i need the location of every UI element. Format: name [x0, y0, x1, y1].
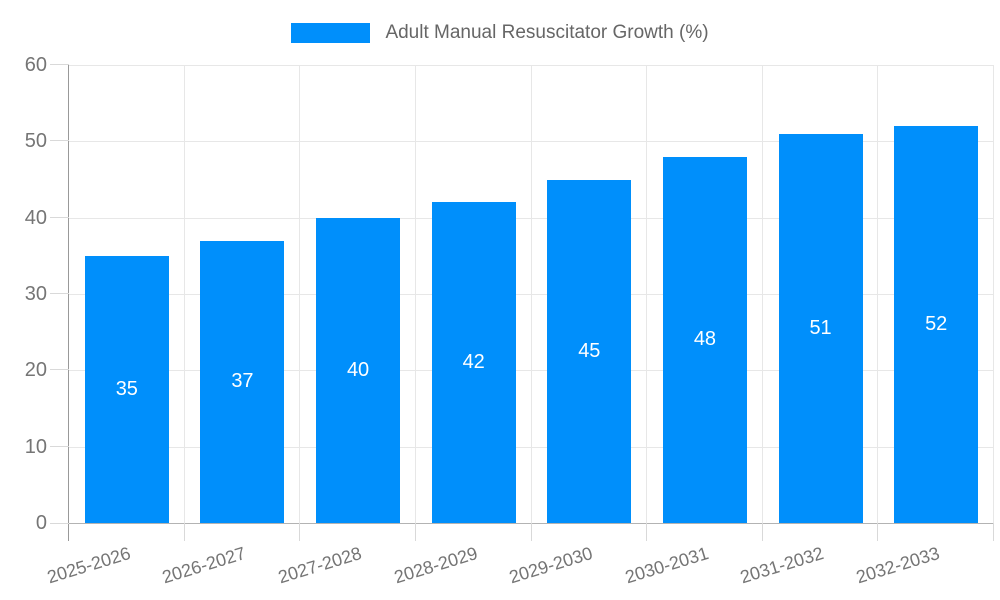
gridline-vertical — [299, 65, 301, 523]
legend-label: Adult Manual Resuscitator Growth (%) — [385, 22, 709, 43]
gridline-vertical — [993, 65, 994, 523]
legend-swatch — [291, 23, 371, 43]
bar-value-label: 35 — [115, 377, 138, 400]
gridline-horizontal — [69, 446, 994, 448]
bar-2027-2028[interactable]: 40 — [316, 217, 401, 523]
bar-2028-2029[interactable]: 42 — [431, 202, 516, 523]
x-tick-label: 2029-2030 — [506, 543, 596, 588]
gridline-horizontal — [69, 370, 994, 372]
y-tick-mark — [50, 216, 69, 218]
x-tick-label: 2030-2031 — [622, 543, 711, 588]
x-tick-label: 2027-2028 — [275, 543, 364, 588]
y-tick-label: 60 — [24, 54, 47, 76]
x-tick-label: 2026-2027 — [160, 543, 249, 588]
gridline-horizontal — [69, 141, 994, 143]
y-tick-mark — [50, 523, 69, 524]
y-tick-mark — [50, 293, 69, 294]
y-tick-mark — [50, 369, 69, 371]
gridline-horizontal — [69, 217, 994, 219]
gridline-horizontal — [69, 294, 994, 295]
gridline-vertical — [646, 65, 648, 523]
y-tick-label: 40 — [24, 206, 47, 229]
gridline-vertical — [414, 65, 416, 523]
x-tick-mark — [414, 523, 416, 541]
bar-2031-2032[interactable]: 51 — [778, 133, 863, 523]
y-tick-label: 10 — [24, 435, 47, 458]
bar-value-label: 48 — [693, 328, 717, 351]
bar-value-label: 51 — [809, 316, 832, 339]
bar-value-label: 42 — [462, 351, 485, 374]
y-tick-mark — [50, 140, 69, 142]
gridline-vertical — [877, 65, 879, 523]
y-tick-label: 50 — [24, 130, 47, 153]
bar-2025-2026[interactable]: 35 — [84, 255, 169, 523]
bar-2030-2031[interactable]: 48 — [662, 156, 747, 523]
x-tick-mark — [530, 523, 532, 541]
x-tick-label: 2032-2033 — [853, 543, 943, 588]
x-tick-mark — [299, 523, 301, 541]
x-tick-mark — [993, 523, 994, 541]
gridline-horizontal — [69, 65, 994, 66]
y-tick-label: 0 — [35, 512, 47, 534]
y-tick-mark — [50, 64, 69, 65]
x-tick-label: 2031-2032 — [738, 543, 827, 588]
y-tick-mark — [50, 445, 69, 447]
gridline-vertical — [530, 65, 532, 523]
x-tick-mark — [761, 523, 763, 541]
bar-value-label: 52 — [925, 313, 948, 336]
bar-2026-2027[interactable]: 37 — [200, 240, 285, 523]
y-tick-label: 30 — [24, 283, 47, 305]
x-tick-mark — [183, 523, 185, 541]
x-tick-label: 2028-2029 — [391, 543, 480, 588]
y-tick-label: 20 — [24, 359, 47, 382]
gridline-vertical — [761, 65, 763, 523]
gridline-vertical — [183, 65, 185, 523]
legend: Adult Manual Resuscitator Growth (%) — [0, 22, 1000, 44]
bar-value-label: 40 — [346, 358, 370, 381]
plot-area: 35 37 40 42 45 48 51 52 — [69, 65, 994, 524]
bar-value-label: 37 — [231, 370, 254, 393]
x-tick-label: 2025-2026 — [44, 543, 133, 588]
x-tick-mark — [646, 523, 648, 541]
x-tick-mark — [877, 523, 879, 541]
bar-2029-2030[interactable]: 45 — [547, 179, 632, 523]
y-axis-line — [68, 65, 69, 541]
bar-value-label: 45 — [578, 339, 601, 362]
bar-2032-2033[interactable]: 52 — [894, 126, 979, 523]
